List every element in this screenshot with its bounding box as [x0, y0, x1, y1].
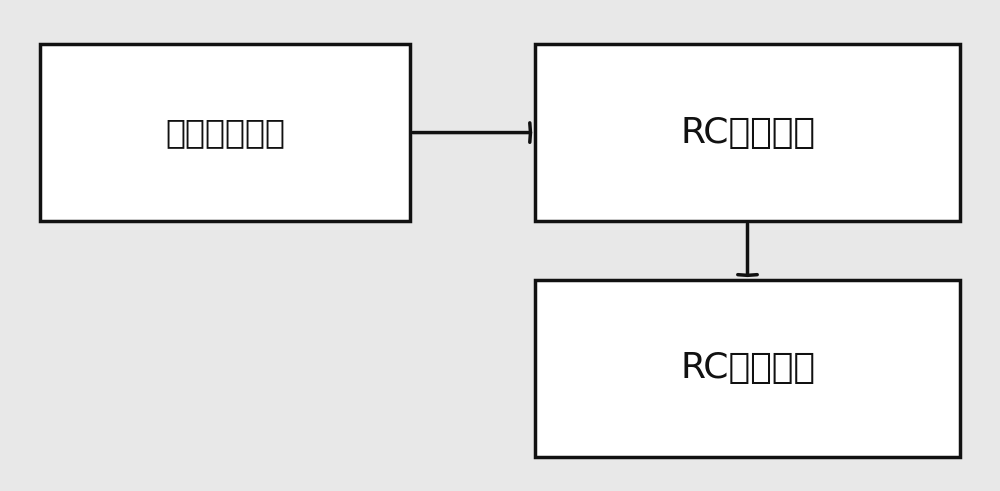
Text: RC振荡电路: RC振荡电路: [680, 351, 815, 385]
Bar: [40, 44, 410, 221]
Text: 外部精准时钟: 外部精准时钟: [165, 116, 285, 149]
Bar: [535, 44, 960, 221]
Bar: [535, 280, 960, 457]
Text: RC校准电路: RC校准电路: [680, 115, 815, 150]
